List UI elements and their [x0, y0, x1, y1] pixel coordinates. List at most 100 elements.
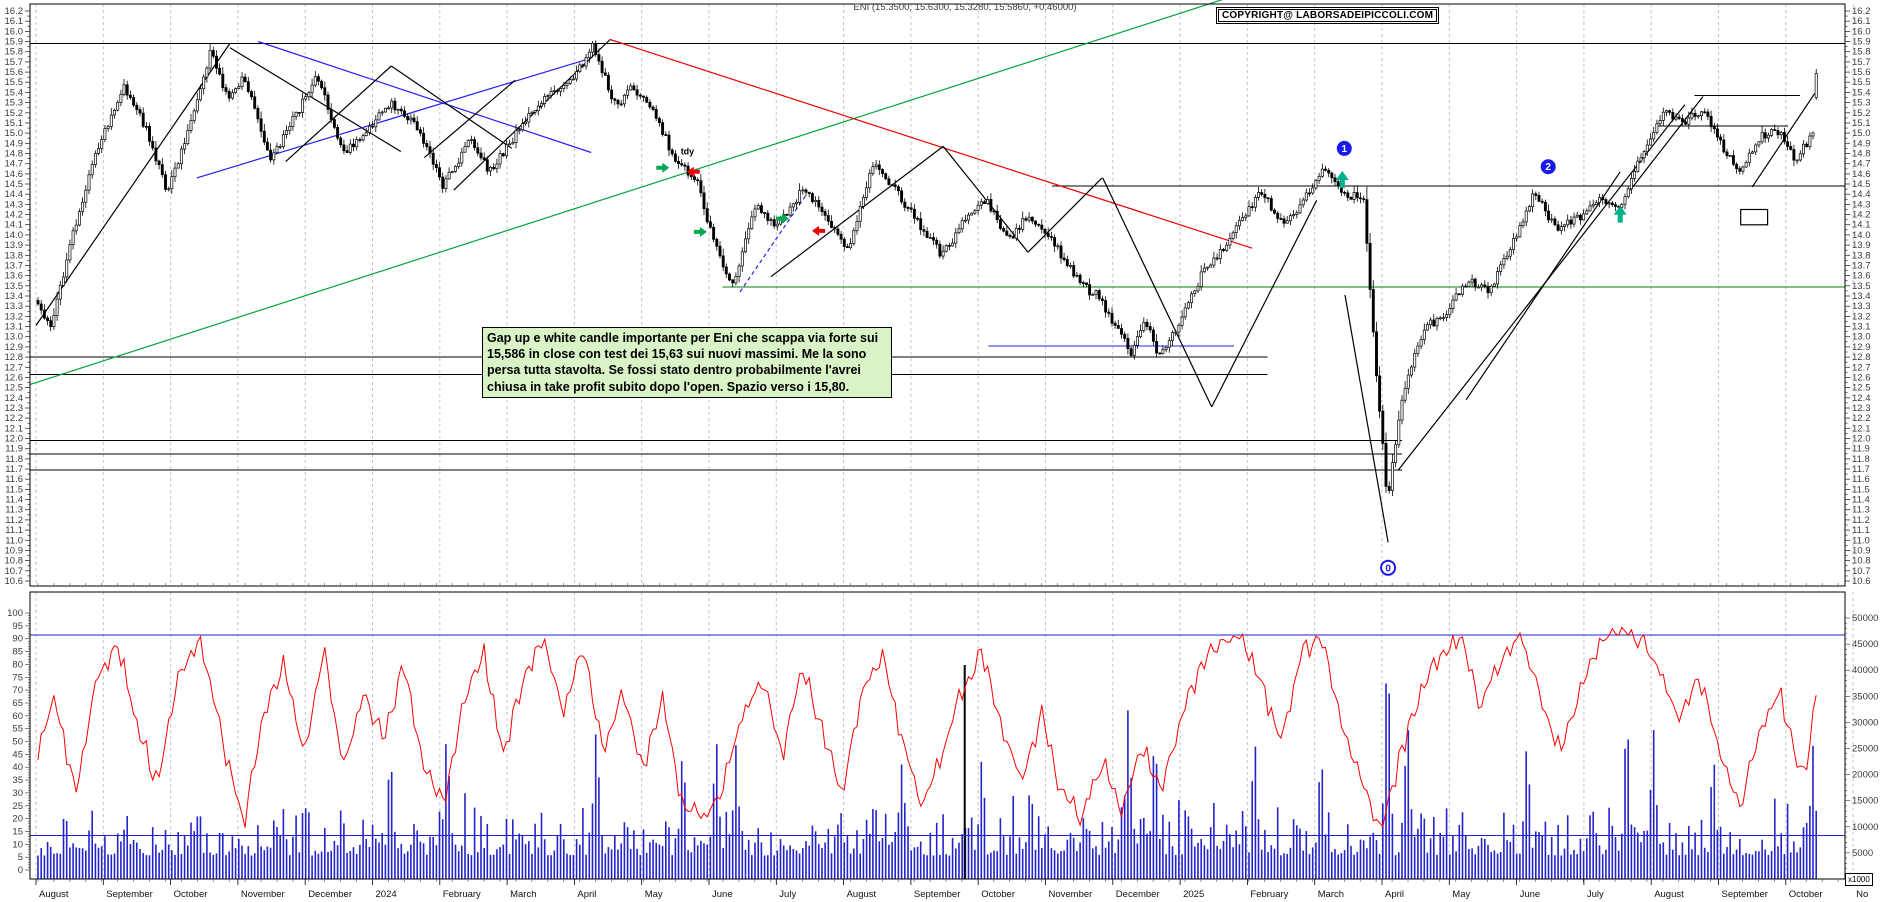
svg-text:16.2: 16.2: [5, 6, 24, 17]
svg-text:14.2: 14.2: [5, 210, 24, 221]
oscillator-axis-labels: 0510152025303540455055606570758085909510…: [7, 608, 30, 876]
svg-text:13.2: 13.2: [1852, 311, 1871, 322]
svg-text:April: April: [1385, 889, 1404, 900]
svg-text:12.1: 12.1: [1852, 423, 1871, 434]
svg-text:12.9: 12.9: [1852, 342, 1871, 353]
svg-text:12.0: 12.0: [5, 434, 24, 445]
svg-text:0: 0: [1385, 563, 1391, 574]
svg-text:12.7: 12.7: [1852, 362, 1871, 373]
svg-text:13.2: 13.2: [5, 311, 24, 322]
svg-text:12.4: 12.4: [1852, 393, 1871, 404]
svg-text:35000: 35000: [1852, 691, 1878, 702]
svg-text:10000: 10000: [1852, 822, 1878, 833]
svg-text:75: 75: [12, 672, 23, 683]
svg-text:11.8: 11.8: [1852, 454, 1870, 465]
svg-text:September: September: [914, 889, 960, 900]
trendlines: [29, 0, 1816, 543]
svg-text:June: June: [712, 889, 733, 900]
svg-text:2025: 2025: [1183, 889, 1204, 900]
svg-text:10.9: 10.9: [5, 546, 24, 557]
svg-text:10.8: 10.8: [1852, 556, 1871, 567]
svg-text:13.1: 13.1: [5, 322, 24, 333]
price-axis-labels: 10.6 10.610.7 10.710.8 10.810.9 10.911.0 11.0…: [5, 6, 1871, 587]
svg-text:May: May: [645, 889, 663, 900]
svg-text:30000: 30000: [1852, 717, 1878, 728]
svg-text:16.0: 16.0: [1852, 26, 1871, 37]
svg-text:65: 65: [12, 698, 23, 709]
svg-text:September: September: [106, 889, 152, 900]
svg-text:15.2: 15.2: [1852, 108, 1871, 119]
svg-text:13.7: 13.7: [5, 261, 24, 272]
svg-text:12.0: 12.0: [1852, 434, 1871, 445]
svg-text:14.7: 14.7: [1852, 159, 1871, 170]
svg-text:15.0: 15.0: [1852, 128, 1871, 139]
svg-text:March: March: [510, 889, 536, 900]
svg-text:5: 5: [18, 852, 23, 863]
svg-text:13.4: 13.4: [1852, 291, 1871, 302]
svg-text:5000: 5000: [1852, 848, 1873, 859]
panel-borders: [29, 3, 1846, 880]
svg-text:12.3: 12.3: [5, 403, 24, 414]
svg-text:15.2: 15.2: [5, 108, 24, 119]
svg-text:100: 100: [7, 608, 23, 619]
svg-text:12.3: 12.3: [1852, 403, 1871, 414]
volume-bars: [37, 665, 1817, 879]
svg-text:14.8: 14.8: [5, 149, 24, 160]
svg-text:15.1: 15.1: [5, 118, 24, 129]
oscillator-line: [37, 626, 1817, 828]
svg-text:11.7: 11.7: [1852, 464, 1870, 475]
svg-text:45: 45: [12, 749, 23, 760]
svg-text:11.2: 11.2: [1852, 515, 1870, 526]
svg-text:February: February: [1250, 889, 1288, 900]
svg-text:0: 0: [18, 865, 23, 876]
svg-text:February: February: [443, 889, 481, 900]
svg-text:16.1: 16.1: [5, 16, 24, 27]
svg-text:May: May: [1452, 889, 1470, 900]
svg-text:13.5: 13.5: [5, 281, 24, 292]
svg-text:16.0: 16.0: [5, 26, 24, 37]
svg-text:13.9: 13.9: [5, 240, 24, 251]
svg-text:13.7: 13.7: [1852, 261, 1871, 272]
svg-text:50000: 50000: [1852, 613, 1878, 624]
svg-text:2: 2: [1545, 162, 1551, 173]
svg-text:15.7: 15.7: [1852, 57, 1871, 68]
svg-text:12.5: 12.5: [5, 383, 24, 394]
svg-text:12.2: 12.2: [5, 413, 24, 424]
svg-text:October: October: [981, 889, 1015, 900]
numbered-circle-markers: 1 2 0: [1336, 140, 1556, 576]
svg-text:12.8: 12.8: [1852, 352, 1871, 363]
svg-text:12.6: 12.6: [5, 372, 24, 383]
svg-text:11.5: 11.5: [1852, 484, 1870, 495]
svg-text:14.1: 14.1: [5, 220, 24, 231]
svg-text:35: 35: [12, 775, 23, 786]
svg-text:14.5: 14.5: [1852, 179, 1871, 190]
svg-text:15: 15: [12, 827, 23, 838]
svg-text:15.3: 15.3: [5, 98, 24, 109]
svg-text:10: 10: [12, 839, 23, 850]
svg-text:15.6: 15.6: [1852, 67, 1871, 78]
signal-arrows: [656, 162, 1627, 237]
svg-text:15.4: 15.4: [1852, 87, 1871, 98]
svg-text:14.0: 14.0: [5, 230, 24, 241]
svg-text:13.0: 13.0: [1852, 332, 1871, 343]
svg-text:20: 20: [12, 814, 23, 825]
svg-text:11.0: 11.0: [1852, 535, 1870, 546]
month-gridlines: [35, 4, 1854, 879]
svg-text:11.0: 11.0: [5, 535, 23, 546]
candlesticks: [36, 40, 1818, 496]
svg-text:11.3: 11.3: [5, 505, 23, 516]
svg-text:December: December: [1116, 889, 1160, 900]
svg-text:30: 30: [12, 788, 23, 799]
svg-text:10.8: 10.8: [5, 556, 24, 567]
svg-text:13.6: 13.6: [1852, 271, 1871, 282]
svg-text:June: June: [1520, 889, 1541, 900]
svg-text:14.4: 14.4: [5, 189, 24, 200]
svg-text:15.9: 15.9: [1852, 37, 1871, 48]
svg-text:11.8: 11.8: [5, 454, 23, 465]
svg-text:25000: 25000: [1852, 744, 1878, 755]
svg-text:13.0: 13.0: [5, 332, 24, 343]
svg-text:12.9: 12.9: [5, 342, 24, 353]
svg-text:14.1: 14.1: [1852, 220, 1871, 231]
svg-text:August: August: [39, 889, 69, 900]
svg-text:90: 90: [12, 634, 23, 645]
